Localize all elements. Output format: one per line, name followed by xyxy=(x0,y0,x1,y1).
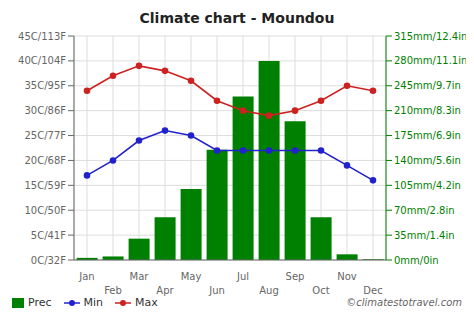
svg-text:315mm/12.4in: 315mm/12.4in xyxy=(394,31,466,42)
svg-text:Jun: Jun xyxy=(208,285,225,296)
svg-text:Apr: Apr xyxy=(156,285,174,296)
html-text:Min: Min xyxy=(83,296,104,309)
svg-text:Oct: Oct xyxy=(312,285,329,296)
svg-text:Jan: Jan xyxy=(78,271,94,282)
svg-text:Mar: Mar xyxy=(130,271,150,282)
svg-text:May: May xyxy=(181,271,202,282)
svg-text:105mm/4.2in: 105mm/4.2in xyxy=(394,180,461,191)
svg-text:15C/59F: 15C/59F xyxy=(24,180,66,191)
svg-text:210mm/8.3in: 210mm/8.3in xyxy=(394,105,461,116)
svg-text:0C/32F: 0C/32F xyxy=(31,255,66,266)
html-text:©climatestotravel.com: ©climatestotravel.com xyxy=(346,297,462,308)
svg-text:280mm/11.1in: 280mm/11.1in xyxy=(394,55,466,66)
svg-text:Nov: Nov xyxy=(337,271,357,282)
svg-text:Dec: Dec xyxy=(363,285,382,296)
svg-text:70mm/2.8in: 70mm/2.8in xyxy=(394,205,455,216)
html-text:Climate chart - Moundou: Climate chart - Moundou xyxy=(139,10,335,26)
svg-text:40C/104F: 40C/104F xyxy=(18,55,66,66)
svg-text:140mm/5.6in: 140mm/5.6in xyxy=(394,155,461,166)
svg-text:Sep: Sep xyxy=(286,271,305,282)
svg-text:10C/50F: 10C/50F xyxy=(24,205,66,216)
svg-text:Jul: Jul xyxy=(236,271,249,282)
html-text:Prec: Prec xyxy=(28,296,52,309)
svg-text:25C/77F: 25C/77F xyxy=(24,130,66,141)
svg-text:5C/41F: 5C/41F xyxy=(31,230,66,241)
svg-text:35mm/1.4in: 35mm/1.4in xyxy=(394,230,455,241)
svg-text:Feb: Feb xyxy=(104,285,122,296)
svg-text:175mm/6.9in: 175mm/6.9in xyxy=(394,130,461,141)
svg-text:20C/68F: 20C/68F xyxy=(24,155,66,166)
svg-text:0mm/0in: 0mm/0in xyxy=(394,255,439,266)
html-text:Max: Max xyxy=(135,296,158,309)
svg-text:245mm/9.7in: 245mm/9.7in xyxy=(394,80,461,91)
svg-text:30C/86F: 30C/86F xyxy=(24,105,66,116)
svg-text:35C/95F: 35C/95F xyxy=(24,80,66,91)
svg-text:45C/113F: 45C/113F xyxy=(18,31,66,42)
svg-text:Aug: Aug xyxy=(259,285,279,296)
